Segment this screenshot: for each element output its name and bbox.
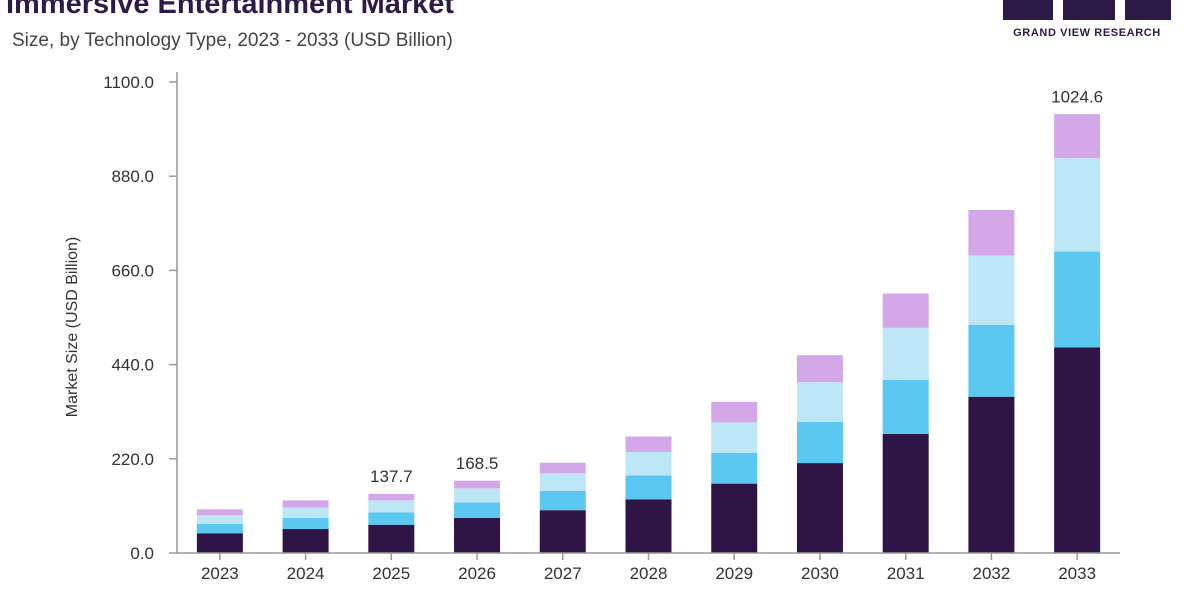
y-tick-label: 0.0 xyxy=(130,544,154,563)
x-tick-label: 2023 xyxy=(201,564,239,583)
bar-segment xyxy=(196,515,243,524)
x-tick-label: 2028 xyxy=(630,564,668,583)
chart-title: Immersive Entertainment Market xyxy=(6,0,455,20)
bar-segment xyxy=(196,533,243,553)
bar-segment xyxy=(625,436,672,452)
bar-segment xyxy=(882,380,929,434)
x-tick-label: 2030 xyxy=(801,564,839,583)
bar-segment xyxy=(625,475,672,500)
total-labels: 137.7 168.5 1024.6 xyxy=(370,87,1103,486)
bar-segment xyxy=(539,490,586,511)
bar-segment xyxy=(1054,347,1101,553)
bar-segment xyxy=(796,421,843,464)
bar-segment xyxy=(454,480,501,489)
logo-text: GRAND VIEW RESEARCH xyxy=(1013,27,1161,39)
bar-segment xyxy=(282,517,329,530)
x-tick-label: 2031 xyxy=(887,564,925,583)
bar-segment xyxy=(1054,158,1101,252)
bar-segment xyxy=(882,327,929,381)
bar-segment xyxy=(368,493,415,501)
bar-segment xyxy=(796,355,843,383)
bar-segment xyxy=(454,502,501,518)
bar-segment xyxy=(968,255,1015,325)
bar-segment xyxy=(625,451,672,476)
x-tick-label: 2032 xyxy=(972,564,1010,583)
y-tick-label: 440.0 xyxy=(111,356,154,375)
y-tick-label: 660.0 xyxy=(111,261,154,280)
x-tick-label: 2027 xyxy=(544,564,582,583)
bar-segment xyxy=(282,500,329,508)
bar-segment xyxy=(539,510,586,553)
bar-segment xyxy=(539,462,586,474)
bar-segment xyxy=(711,483,758,553)
logo-block-right xyxy=(1125,0,1171,20)
x-axis: 2023 2024 2025 2026 2027 2028 2029 2030 2031 2032… xyxy=(177,552,1120,583)
bar-segment xyxy=(196,509,243,516)
logo-block-middle xyxy=(1063,0,1115,20)
bar-segment xyxy=(882,293,929,328)
bar-segment xyxy=(711,452,758,484)
x-tick-label: 2029 xyxy=(715,564,753,583)
bar-segment xyxy=(711,401,758,423)
bar-segment xyxy=(282,507,329,518)
bars xyxy=(196,114,1101,553)
bar-segment xyxy=(282,529,329,553)
logo-block-left xyxy=(1003,0,1053,20)
bar-segment xyxy=(1054,251,1101,348)
bar-segment xyxy=(796,463,843,553)
x-tick-label: 2026 xyxy=(458,564,496,583)
brand-logo: GRAND VIEW RESEARCH xyxy=(1003,0,1171,42)
bar-segment xyxy=(368,524,415,553)
y-axis-title: Market Size (USD Billion) xyxy=(64,237,81,417)
bar-segment xyxy=(882,433,929,553)
chart-subtitle: Size, by Technology Type, 2023 - 2033 (U… xyxy=(12,30,453,51)
bar-segment xyxy=(1054,114,1101,159)
bar-segment xyxy=(625,499,672,553)
x-tick-label: 2025 xyxy=(372,564,410,583)
y-tick-label: 220.0 xyxy=(111,450,154,469)
y-tick-label: 880.0 xyxy=(111,167,154,186)
bar-segment xyxy=(539,473,586,491)
bar-segment xyxy=(968,396,1015,553)
x-tick-label: 2033 xyxy=(1058,564,1096,583)
bar-segment xyxy=(368,500,415,513)
bar-segment xyxy=(796,382,843,422)
bar-segment xyxy=(368,512,415,525)
total-label: 137.7 xyxy=(370,467,413,486)
bar-segment xyxy=(196,523,243,534)
y-tick-label: 1100.0 xyxy=(103,73,154,92)
bar-segment xyxy=(968,210,1015,256)
bar-segment xyxy=(454,517,501,553)
total-label: 168.5 xyxy=(456,454,499,473)
bar-segment xyxy=(454,488,501,503)
bar-segment xyxy=(968,324,1015,397)
x-tick-label: 2024 xyxy=(287,564,325,583)
y-axis: 0.0 220.0 440.0 660.0 880.0 1100.0 xyxy=(103,72,178,563)
total-label: 1024.6 xyxy=(1051,87,1103,106)
bar-segment xyxy=(711,422,758,453)
